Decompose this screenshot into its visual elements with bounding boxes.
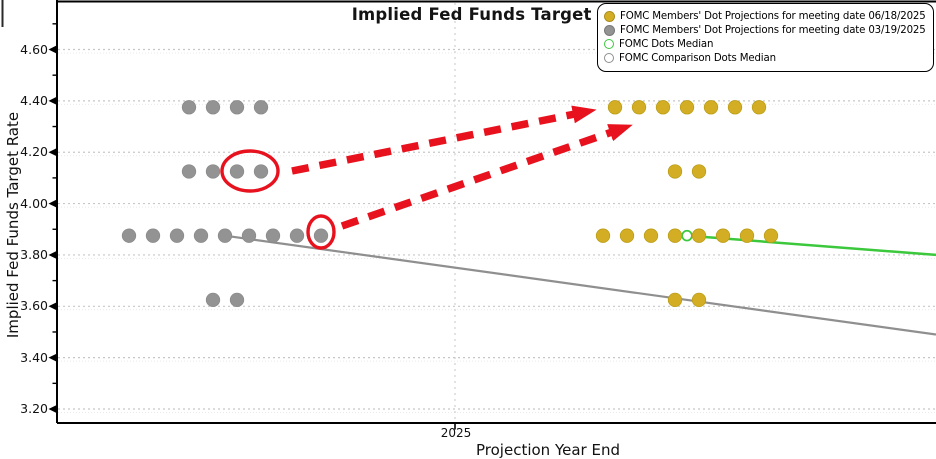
dot-06-18-2025-4.125 [667, 164, 683, 179]
dot-03-19-2025-3.875 [265, 228, 281, 243]
y-major-tick-4.40 [48, 96, 57, 106]
dot-06-18-2025-3.875 [691, 228, 707, 243]
dot-06-18-2025-4.375 [751, 100, 767, 115]
dot-03-19-2025-3.875 [313, 228, 329, 243]
y-tick-label-4.20: 4.20 [20, 144, 48, 160]
dot-03-19-2025-4.375 [205, 100, 221, 115]
dot-03-19-2025-4.125 [229, 164, 245, 179]
dot-06-18-2025-3.875 [667, 228, 683, 243]
dot-03-19-2025-3.875 [217, 228, 233, 243]
y-tick-label-4.40: 4.40 [20, 92, 48, 108]
y-tick-label-3.20: 3.20 [20, 401, 48, 417]
dot-06-18-2025-4.375 [655, 100, 671, 115]
dot-03-19-2025-3.875 [289, 228, 305, 243]
y-major-tick-3.20 [48, 404, 57, 414]
legend-open-circle-icon [604, 39, 614, 49]
dot-03-19-2025-4.375 [253, 100, 269, 115]
dot-06-18-2025-3.625 [667, 292, 683, 308]
x-axis-title: Projection Year End [476, 441, 620, 459]
legend-open-circle-icon [604, 53, 614, 63]
dot-03-19-2025-3.875 [121, 228, 137, 243]
dot-03-19-2025-3.875 [193, 228, 209, 243]
annotation-arrow-2 [340, 124, 633, 230]
y-major-tick-3.80 [48, 250, 57, 260]
median-line-gray [224, 234, 936, 336]
dot-06-18-2025-3.625 [691, 292, 707, 308]
dot-03-19-2025-4.125 [205, 164, 221, 179]
legend-filled-dot-icon [604, 24, 615, 36]
dot-03-19-2025-3.625 [229, 292, 245, 308]
y-tick-label-3.60: 3.60 [20, 298, 48, 314]
dot-06-18-2025-3.875 [739, 228, 755, 243]
y-tick-label-4.00: 4.00 [20, 195, 48, 211]
y-major-tick-4.20 [48, 148, 57, 157]
dot-03-19-2025-4.125 [253, 164, 269, 179]
y-major-tick-3.40 [48, 353, 57, 362]
chart-title: Implied Fed Funds Target Rate [351, 5, 642, 24]
annotation-arrow-1 [291, 105, 597, 175]
dot-06-18-2025-4.375 [703, 100, 719, 115]
dot-06-18-2025-3.875 [715, 228, 731, 243]
legend-label: FOMC Comparison Dots Median [619, 52, 776, 64]
dot-03-19-2025-4.375 [181, 100, 197, 115]
dot-06-18-2025-4.125 [691, 164, 707, 179]
dot-03-19-2025-4.125 [181, 164, 197, 179]
legend-item-2: FOMC Members' Dot Projections for meetin… [604, 23, 933, 37]
dot-03-19-2025-3.875 [241, 228, 257, 243]
dot-06-18-2025-3.875 [595, 228, 611, 243]
y-major-tick-3.60 [48, 302, 57, 311]
dot-06-18-2025-4.375 [607, 100, 623, 115]
dot-06-18-2025-4.375 [727, 100, 743, 115]
legend-filled-dot-icon [604, 10, 615, 22]
y-major-tick-4.60 [48, 45, 57, 54]
legend-label: FOMC Members' Dot Projections for meetin… [620, 24, 926, 36]
dot-06-18-2025-4.375 [679, 100, 695, 115]
dot-03-19-2025-4.375 [229, 100, 245, 115]
legend-label: FOMC Members' Dot Projections for meetin… [620, 10, 926, 22]
annotation-ellipse-2 [306, 214, 336, 250]
dot-03-19-2025-3.625 [205, 292, 221, 308]
x-tick-label-2025: 2025 [440, 426, 472, 440]
dot-06-18-2025-4.375 [631, 100, 647, 115]
y-tick-label-3.40: 3.40 [20, 349, 48, 365]
dot-03-19-2025-3.875 [145, 228, 161, 243]
legend-item-1: FOMC Members' Dot Projections for meetin… [604, 9, 933, 23]
dot-06-18-2025-3.875 [643, 228, 659, 243]
y-tick-label-4.60: 4.60 [20, 41, 48, 57]
legend-label: FOMC Dots Median [619, 38, 714, 50]
dot-03-19-2025-3.875 [169, 228, 185, 243]
median-marker-green [681, 229, 693, 242]
legend-item-4: FOMC Comparison Dots Median [604, 51, 933, 65]
dot-06-18-2025-3.875 [763, 228, 779, 243]
dot-06-18-2025-3.875 [619, 228, 635, 243]
legend: FOMC Members' Dot Projections for meetin… [597, 3, 934, 72]
annotation-ellipse-1 [220, 149, 280, 193]
y-tick-label-3.80: 3.80 [20, 246, 48, 262]
y-major-tick-4.00 [48, 199, 57, 208]
legend-item-3: FOMC Dots Median [604, 37, 933, 51]
